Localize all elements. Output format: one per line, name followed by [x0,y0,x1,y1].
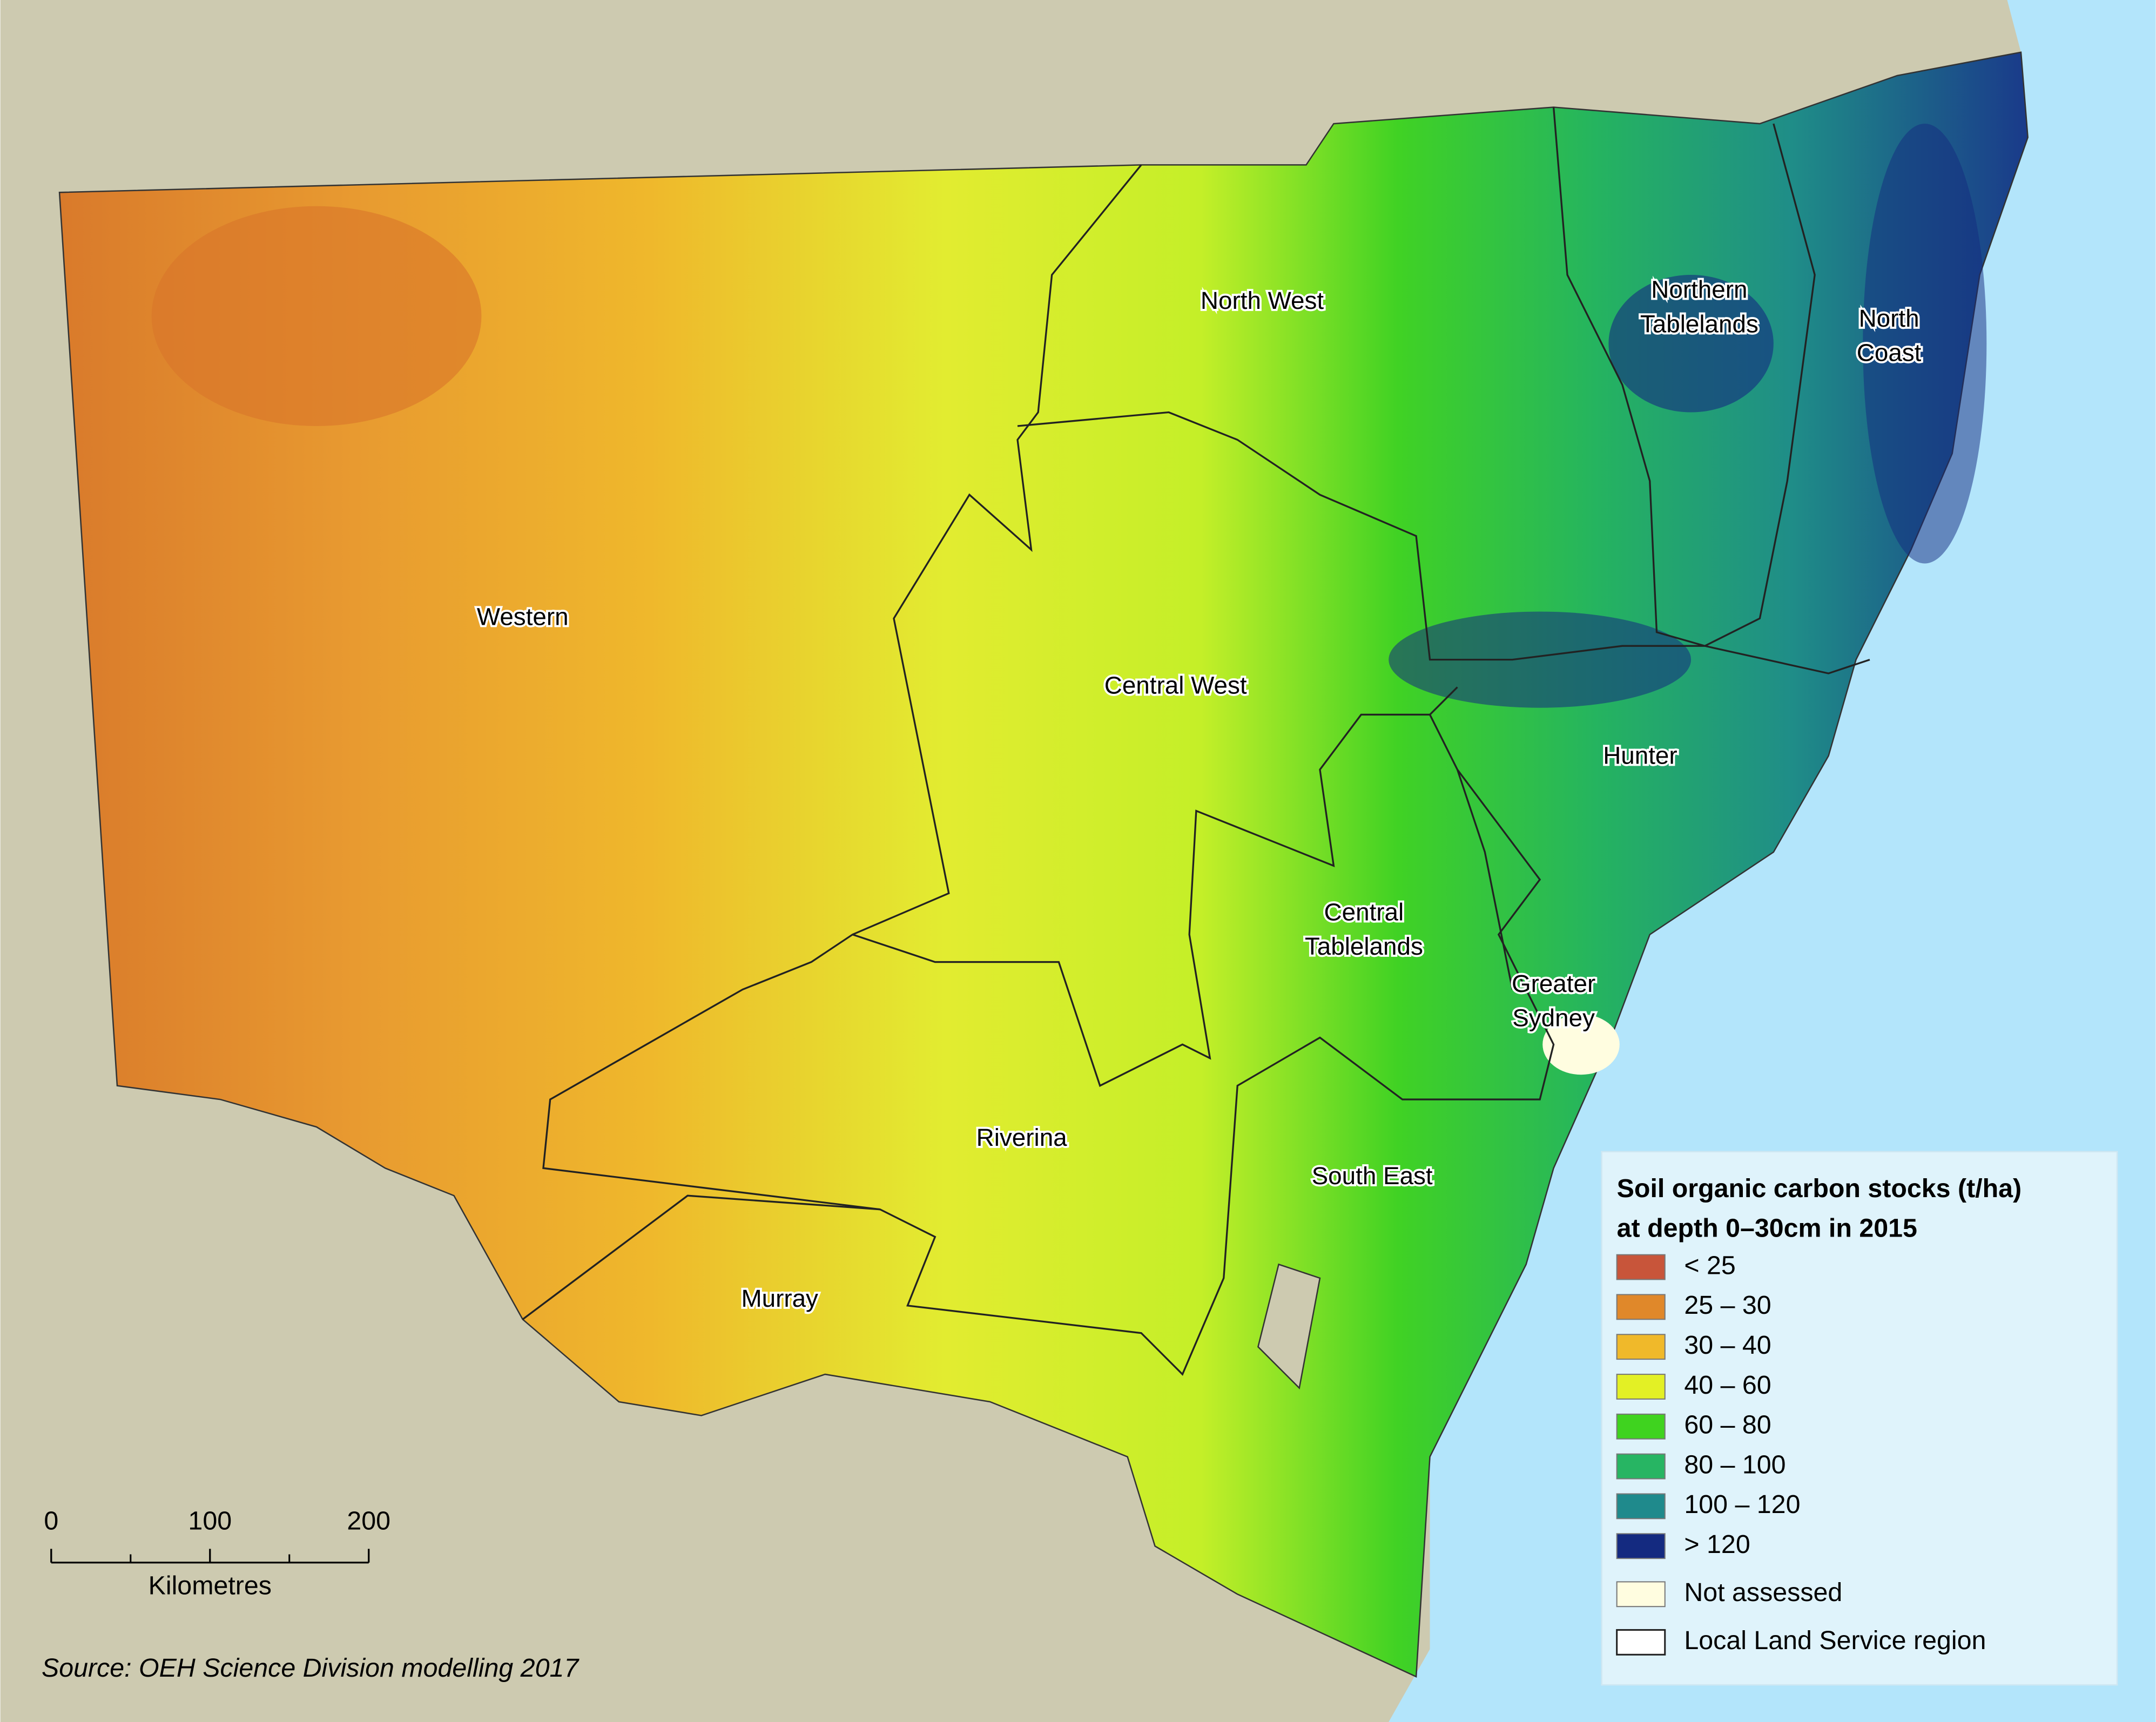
region-label: Tablelands [1305,933,1423,960]
low-carbon-patch [151,206,482,426]
legend-swatch [1616,1493,1666,1520]
legend-label: 25 – 30 [1684,1291,1771,1320]
region-label: Central West [1104,672,1247,699]
legend-swatch [1616,1374,1666,1400]
scale-tick-label: 0 [44,1507,58,1536]
source-note: Source: OEH Science Division modelling 2… [42,1653,580,1683]
region-label: Northern [1651,276,1747,303]
region-label: Coast [1857,339,1922,367]
legend-label: 60 – 80 [1684,1410,1771,1440]
region-label: Central [1324,899,1404,926]
legend-swatch [1616,1453,1666,1480]
region-label: Murray [741,1285,818,1312]
legend-swatch [1616,1334,1666,1360]
region-label: North West [1201,287,1324,314]
region-labels: Western North West Northern Tablelands North… [475,274,1923,1314]
region-boundaries [522,107,1870,1376]
act [1257,1263,1321,1390]
region-label: Greater [1512,970,1595,997]
high-carbon-patch [1389,611,1692,708]
legend-title: at depth 0–30cm in 2015 [1617,1214,1917,1243]
scale-tick-label: 200 [347,1507,390,1536]
legend-swatch [1616,1581,1666,1608]
legend-label: 100 – 120 [1684,1490,1800,1519]
legend-swatch [1616,1413,1666,1440]
scale-unit: Kilometres [149,1571,272,1600]
legend-label: < 25 [1684,1251,1735,1280]
legend-swatch [1616,1533,1666,1559]
region-label: North [1859,305,1919,332]
legend-title: Soil organic carbon stocks (t/ha) [1617,1174,2022,1203]
legend-label: Not assessed [1684,1578,1842,1607]
legend-label: Local Land Service region [1684,1626,1986,1655]
high-carbon-patch [1608,275,1774,413]
region-label: Tablelands [1640,310,1759,337]
region-label: Sydney [1512,1004,1595,1032]
not-assessed-area [1542,1014,1620,1075]
nsw-soc-map [58,51,2029,1678]
scale-tick-label: 100 [188,1507,232,1536]
legend-label: > 120 [1684,1530,1750,1559]
region-label: Riverina [976,1124,1068,1151]
legend-swatch [1616,1629,1666,1656]
scale-bar: 0 100 200 Kilometres [44,1507,390,1601]
legend-swatch [1616,1294,1666,1320]
region-label: Western [477,603,569,630]
legend-box [1601,1151,2118,1686]
region-label: South East [1312,1162,1433,1190]
high-carbon-patch [1863,124,1987,564]
legend-label: 30 – 40 [1684,1331,1771,1360]
legend-label: 40 – 60 [1684,1370,1771,1400]
legend-swatch [1616,1254,1666,1280]
region-label: Hunter [1603,741,1677,769]
legend-label: 80 – 100 [1684,1450,1786,1479]
legend: Soil organic carbon stocks (t/ha) at dept… [1616,1174,2022,1656]
